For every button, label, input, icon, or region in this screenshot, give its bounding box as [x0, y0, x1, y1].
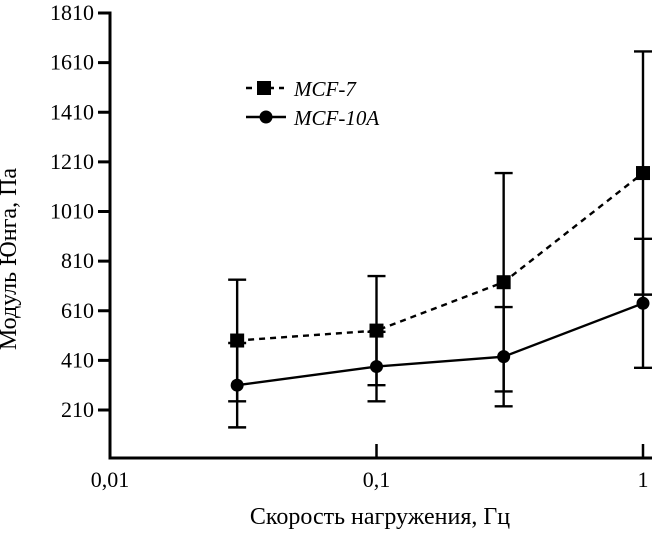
legend-mcf7-label: MCF-7	[293, 77, 357, 101]
data-point-circle-mcf-10a	[230, 378, 244, 392]
plot-area: 210 410 610 810 1010 1210 1410 1610 1810 0,01 0,1 1	[50, 0, 652, 492]
y-tick-label: 1410	[50, 99, 94, 124]
data-point-square-mcf-7	[369, 323, 384, 338]
x-axis-title: Скорость нагружения, Гц	[250, 504, 510, 530]
x-tick-label: 1	[638, 467, 649, 492]
legend-mcf7-square-marker	[257, 81, 271, 95]
y-axis-title: Модуль Юнга, Па	[0, 168, 22, 350]
data-point-circle-mcf-10a	[370, 360, 383, 374]
series-line-mcf-10a	[236, 302, 644, 387]
y-tick-label: 410	[61, 347, 94, 372]
y-tick-label: 810	[61, 248, 94, 273]
data-point-circle-mcf-10a	[497, 350, 511, 364]
data-point-square-mcf-7	[636, 166, 650, 181]
y-tick-label: 1010	[50, 199, 94, 224]
legend: MCF-7 MCF-10A	[246, 77, 379, 130]
y-tick-label: 1810	[50, 0, 94, 25]
data-point-circle-mcf-10a	[636, 296, 650, 310]
x-tick-label: 0,01	[91, 467, 130, 492]
data-point-square-mcf-7	[496, 275, 511, 290]
y-tick-label: 1210	[50, 149, 94, 174]
y-tick-label: 210	[61, 397, 94, 422]
y-tick-label: 1610	[50, 50, 94, 75]
legend-mcf10a-label: MCF-10A	[293, 106, 379, 130]
axes-frame	[108, 11, 652, 460]
data-point-square-mcf-7	[230, 333, 245, 348]
y-tick-label: 610	[61, 298, 94, 323]
x-tick-label: 0,1	[363, 467, 391, 492]
legend-mcf10a-circle-marker	[259, 110, 273, 124]
series-line-mcf-7	[237, 172, 644, 342]
